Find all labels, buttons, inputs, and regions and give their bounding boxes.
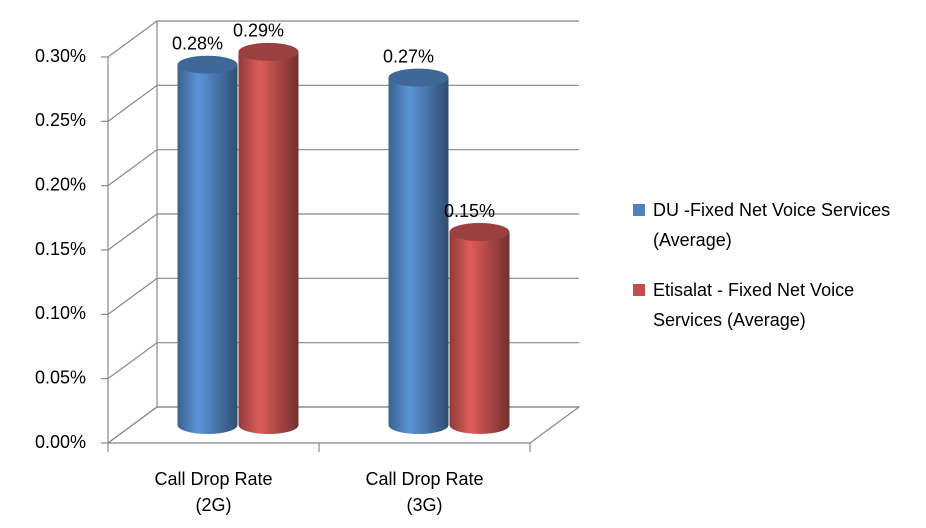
legend-swatch bbox=[633, 204, 645, 216]
legend-label: DU -Fixed Net Voice Services (Average) bbox=[653, 200, 891, 250]
y-tick-label: 0.20% bbox=[35, 174, 86, 194]
data-label: 0.29% bbox=[233, 21, 284, 41]
cylinder-top bbox=[177, 55, 238, 74]
legend-entry: Etisalat - Fixed Net Voice Services (Ave… bbox=[633, 275, 913, 335]
y-tick-label: 0.30% bbox=[35, 46, 86, 66]
x-tick-label: Call Drop Rate (2G) bbox=[154, 469, 273, 515]
data-label: 0.27% bbox=[383, 46, 434, 66]
cylinder-top bbox=[449, 223, 510, 241]
cylinder-top bbox=[238, 42, 299, 61]
y-tick-label: 0.00% bbox=[35, 432, 86, 452]
data-label: 0.28% bbox=[172, 33, 223, 53]
cylinder-top bbox=[388, 68, 449, 87]
y-tick-label: 0.25% bbox=[35, 110, 86, 130]
legend-label: Etisalat - Fixed Net Voice Services (Ave… bbox=[653, 280, 855, 330]
cylinder bbox=[388, 77, 449, 434]
y-tick-label: 0.15% bbox=[35, 239, 86, 259]
grid-line bbox=[107, 20, 579, 58]
cylinder bbox=[449, 232, 510, 434]
cylinder bbox=[238, 51, 299, 434]
y-tick-label: 0.10% bbox=[35, 303, 86, 323]
data-label: 0.15% bbox=[444, 201, 495, 221]
legend-entry: DU -Fixed Net Voice Services (Average) bbox=[633, 195, 913, 255]
legend-swatch bbox=[633, 284, 645, 296]
cylinder bbox=[177, 64, 238, 434]
y-tick-label: 0.05% bbox=[35, 367, 86, 387]
x-tick-label: Call Drop Rate (3G) bbox=[365, 469, 484, 515]
